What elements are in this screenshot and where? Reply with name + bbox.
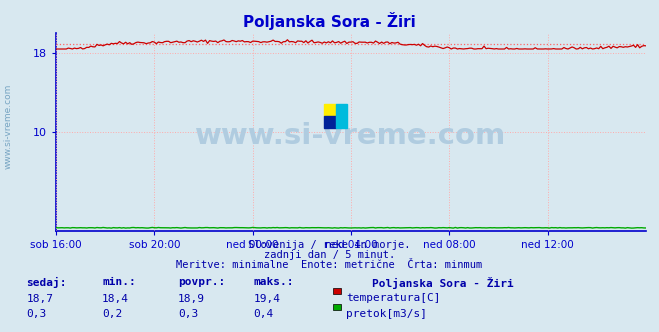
Text: sedaj:: sedaj: [26, 277, 67, 288]
Text: 18,4: 18,4 [102, 294, 129, 304]
Text: 18,9: 18,9 [178, 294, 205, 304]
Text: temperatura[C]: temperatura[C] [346, 293, 440, 303]
Text: min.:: min.: [102, 277, 136, 287]
Bar [324, 104, 335, 116]
Text: Meritve: minimalne  Enote: metrične  Črta: minmum: Meritve: minimalne Enote: metrične Črta:… [177, 260, 482, 270]
Bar [335, 104, 347, 128]
Text: 0,2: 0,2 [102, 309, 123, 319]
Bar [324, 116, 335, 128]
Text: maks.:: maks.: [254, 277, 294, 287]
Text: 19,4: 19,4 [254, 294, 281, 304]
Text: 0,4: 0,4 [254, 309, 274, 319]
Text: www.si-vreme.com: www.si-vreme.com [3, 83, 13, 169]
Text: 18,7: 18,7 [26, 294, 53, 304]
Text: Slovenija / reke in morje.: Slovenija / reke in morje. [248, 240, 411, 250]
Text: pretok[m3/s]: pretok[m3/s] [346, 309, 427, 319]
Text: povpr.:: povpr.: [178, 277, 225, 287]
Text: Poljanska Sora - Žiri: Poljanska Sora - Žiri [372, 277, 514, 289]
Text: Poljanska Sora - Žiri: Poljanska Sora - Žiri [243, 12, 416, 30]
Text: www.si-vreme.com: www.si-vreme.com [195, 122, 507, 150]
Text: zadnji dan / 5 minut.: zadnji dan / 5 minut. [264, 250, 395, 260]
Text: 0,3: 0,3 [178, 309, 198, 319]
Text: 0,3: 0,3 [26, 309, 47, 319]
